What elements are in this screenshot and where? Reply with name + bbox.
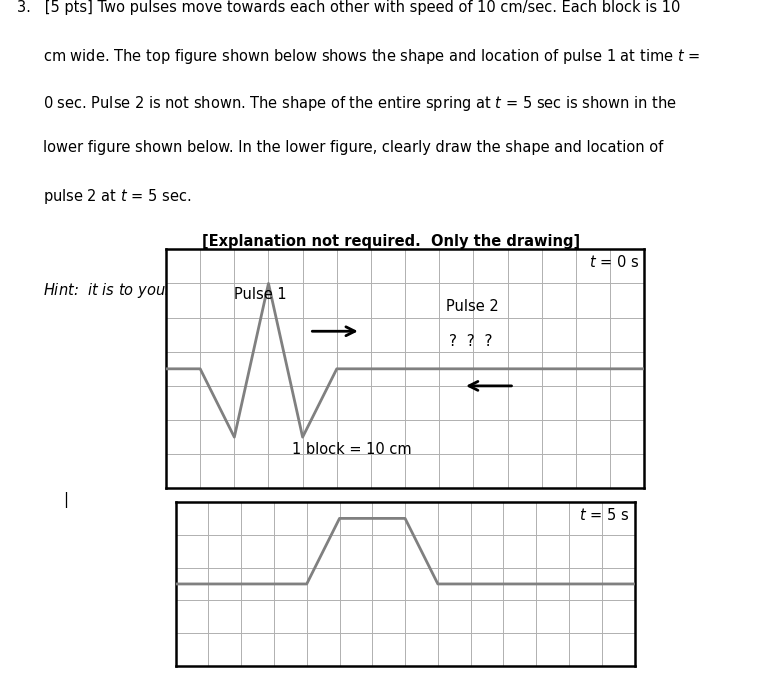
Text: Hint:  it is to your advantage to draw the location of pulse 1 at $t$ = 5 sec.: Hint: it is to your advantage to draw th…: [43, 281, 576, 300]
Text: cm wide. The top figure shown below shows the shape and location of pulse 1 at t: cm wide. The top figure shown below show…: [43, 46, 700, 66]
Text: |: |: [63, 492, 68, 507]
Text: Pulse 1: Pulse 1: [235, 287, 287, 302]
Text: pulse 2 at $t$ = 5 sec.: pulse 2 at $t$ = 5 sec.: [43, 187, 192, 206]
Text: 0 sec. Pulse 2 is not shown. The shape of the entire spring at $t$ = 5 sec is sh: 0 sec. Pulse 2 is not shown. The shape o…: [43, 94, 676, 113]
Text: Pulse 2: Pulse 2: [446, 299, 499, 313]
Text: $t$ = 5 s: $t$ = 5 s: [579, 507, 630, 523]
Text: ?  ?  ?: ? ? ?: [450, 334, 493, 349]
Text: 3.   [5 pts] Two pulses move towards each other with speed of 10 cm/sec. Each bl: 3. [5 pts] Two pulses move towards each …: [17, 0, 680, 15]
Text: lower figure shown below. In the lower figure, clearly draw the shape and locati: lower figure shown below. In the lower f…: [43, 140, 663, 155]
Text: $t$ = 0 s: $t$ = 0 s: [589, 255, 639, 270]
Text: [Explanation not required.  Only the drawing]: [Explanation not required. Only the draw…: [202, 234, 580, 249]
Text: 1 block = 10 cm: 1 block = 10 cm: [292, 442, 412, 456]
